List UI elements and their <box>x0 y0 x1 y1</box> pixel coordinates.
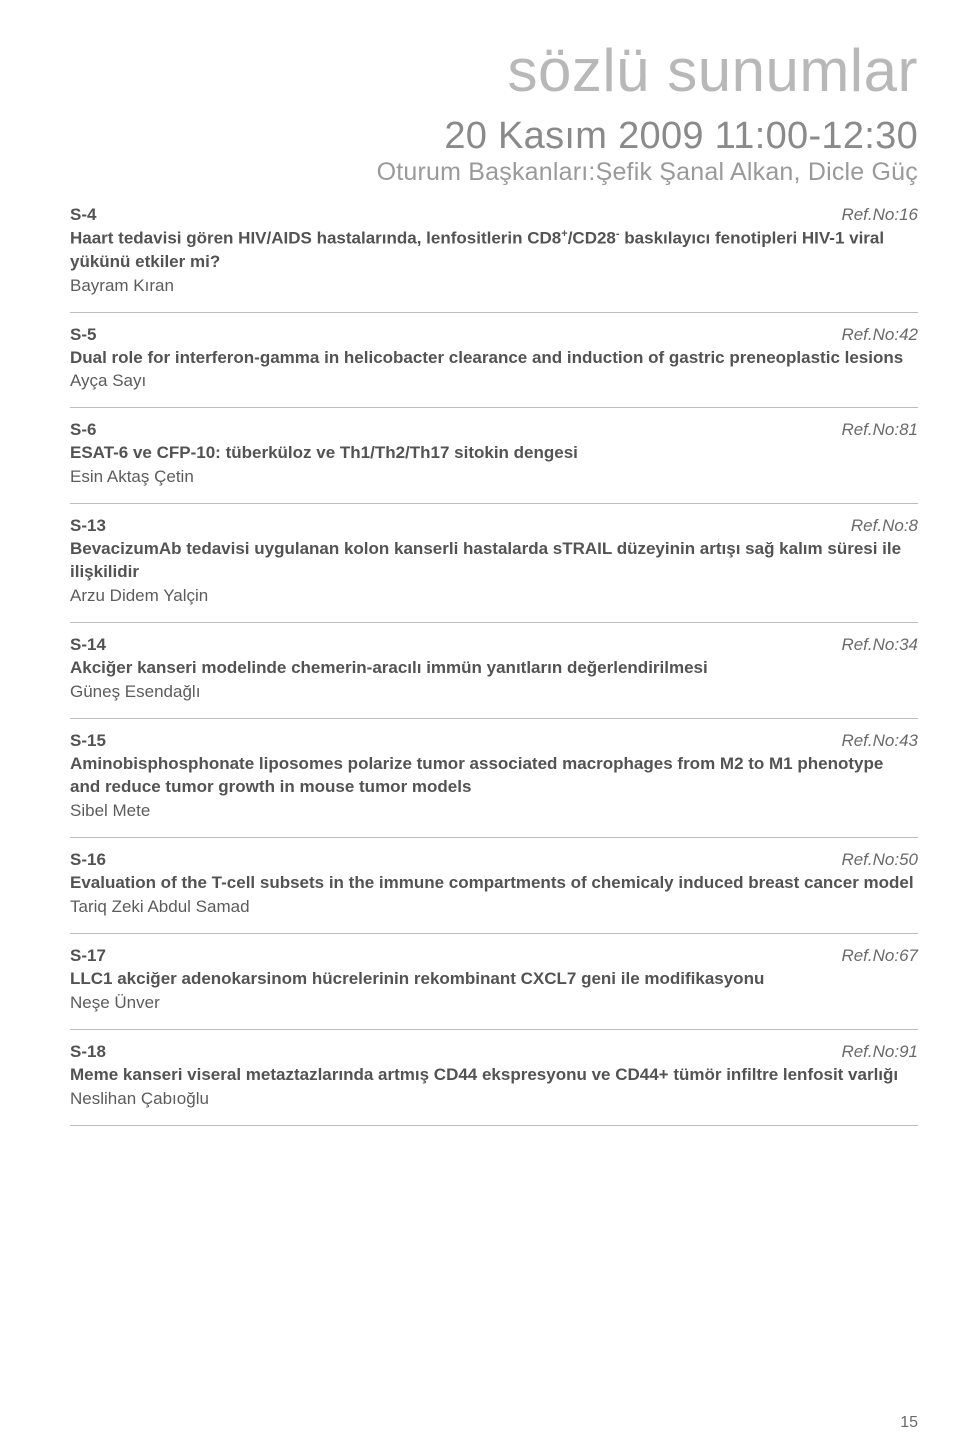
session-chairs: Oturum Başkanları:Şefik Şanal Alkan, Dic… <box>70 158 918 187</box>
entry-header: S-6 Ref.No:81 <box>70 420 918 440</box>
abstract-entry: S-6 Ref.No:81 ESAT-6 ve CFP-10: tüberkül… <box>70 408 918 504</box>
entry-code: S-5 <box>70 325 96 345</box>
session-date: 20 Kasım 2009 11:00-12:30 <box>70 115 918 158</box>
entry-author: Ayça Sayı <box>70 371 918 391</box>
entry-ref: Ref.No:42 <box>841 325 918 345</box>
entry-author: Neşe Ünver <box>70 993 918 1013</box>
entry-title: BevacizumAb tedavisi uygulanan kolon kan… <box>70 538 918 584</box>
entry-code: S-14 <box>70 635 106 655</box>
entry-ref: Ref.No:43 <box>841 731 918 751</box>
entry-ref: Ref.No:16 <box>841 205 918 225</box>
abstract-entry: S-17 Ref.No:67 LLC1 akciğer adenokarsino… <box>70 934 918 1030</box>
entry-code: S-16 <box>70 850 106 870</box>
entry-ref: Ref.No:67 <box>841 946 918 966</box>
entry-title: Dual role for interferon-gamma in helico… <box>70 347 918 370</box>
entry-ref: Ref.No:81 <box>841 420 918 440</box>
entry-title: ESAT-6 ve CFP-10: tüberküloz ve Th1/Th2/… <box>70 442 918 465</box>
entry-ref: Ref.No:34 <box>841 635 918 655</box>
entry-author: Arzu Didem Yalçin <box>70 586 918 606</box>
entry-code: S-6 <box>70 420 96 440</box>
abstract-entry: S-18 Ref.No:91 Meme kanseri viseral meta… <box>70 1030 918 1126</box>
entry-title: Meme kanseri viseral metaztazlarında art… <box>70 1064 918 1087</box>
entry-author: Sibel Mete <box>70 801 918 821</box>
entry-title-part: Haart tedavisi gören HIV/AIDS hastaların… <box>70 229 561 248</box>
entry-code: S-17 <box>70 946 106 966</box>
entry-title: Akciğer kanseri modelinde chemerin-aracı… <box>70 657 918 680</box>
abstract-entry: S-16 Ref.No:50 Evaluation of the T-cell … <box>70 838 918 934</box>
entry-author: Neslihan Çabıoğlu <box>70 1089 918 1109</box>
abstract-entry: S-15 Ref.No:43 Aminobisphosphonate lipos… <box>70 719 918 838</box>
abstract-entry: S-14 Ref.No:34 Akciğer kanseri modelinde… <box>70 623 918 719</box>
entry-header: S-17 Ref.No:67 <box>70 946 918 966</box>
entry-code: S-4 <box>70 205 96 225</box>
entry-title-part: /CD28 <box>568 229 616 248</box>
abstract-entry: S-5 Ref.No:42 Dual role for interferon-g… <box>70 313 918 409</box>
page-number: 15 <box>900 1414 918 1432</box>
entry-title: Aminobisphosphonate liposomes polarize t… <box>70 753 918 799</box>
entry-header: S-5 Ref.No:42 <box>70 325 918 345</box>
entry-author: Tariq Zeki Abdul Samad <box>70 897 918 917</box>
entry-ref: Ref.No:8 <box>851 516 918 536</box>
entry-header: S-13 Ref.No:8 <box>70 516 918 536</box>
entry-title: Evaluation of the T-cell subsets in the … <box>70 872 918 895</box>
entry-code: S-18 <box>70 1042 106 1062</box>
page-title: sözlü sunumlar <box>70 36 918 105</box>
entry-ref: Ref.No:50 <box>841 850 918 870</box>
abstract-entry: S-4 Ref.No:16 Haart tedavisi gören HIV/A… <box>70 193 918 313</box>
entry-header: S-4 Ref.No:16 <box>70 205 918 225</box>
entry-code: S-13 <box>70 516 106 536</box>
entry-author: Güneş Esendağlı <box>70 682 918 702</box>
session-header: 20 Kasım 2009 11:00-12:30 Oturum Başkanl… <box>70 115 918 187</box>
entry-ref: Ref.No:91 <box>841 1042 918 1062</box>
entry-header: S-14 Ref.No:34 <box>70 635 918 655</box>
abstract-entry: S-13 Ref.No:8 BevacizumAb tedavisi uygul… <box>70 504 918 623</box>
entry-title: Haart tedavisi gören HIV/AIDS hastaların… <box>70 227 918 274</box>
entry-author: Bayram Kıran <box>70 276 918 296</box>
entry-code: S-15 <box>70 731 106 751</box>
entry-header: S-15 Ref.No:43 <box>70 731 918 751</box>
entry-author: Esin Aktaş Çetin <box>70 467 918 487</box>
entry-header: S-16 Ref.No:50 <box>70 850 918 870</box>
entry-header: S-18 Ref.No:91 <box>70 1042 918 1062</box>
entry-title: LLC1 akciğer adenokarsinom hücrelerinin … <box>70 968 918 991</box>
